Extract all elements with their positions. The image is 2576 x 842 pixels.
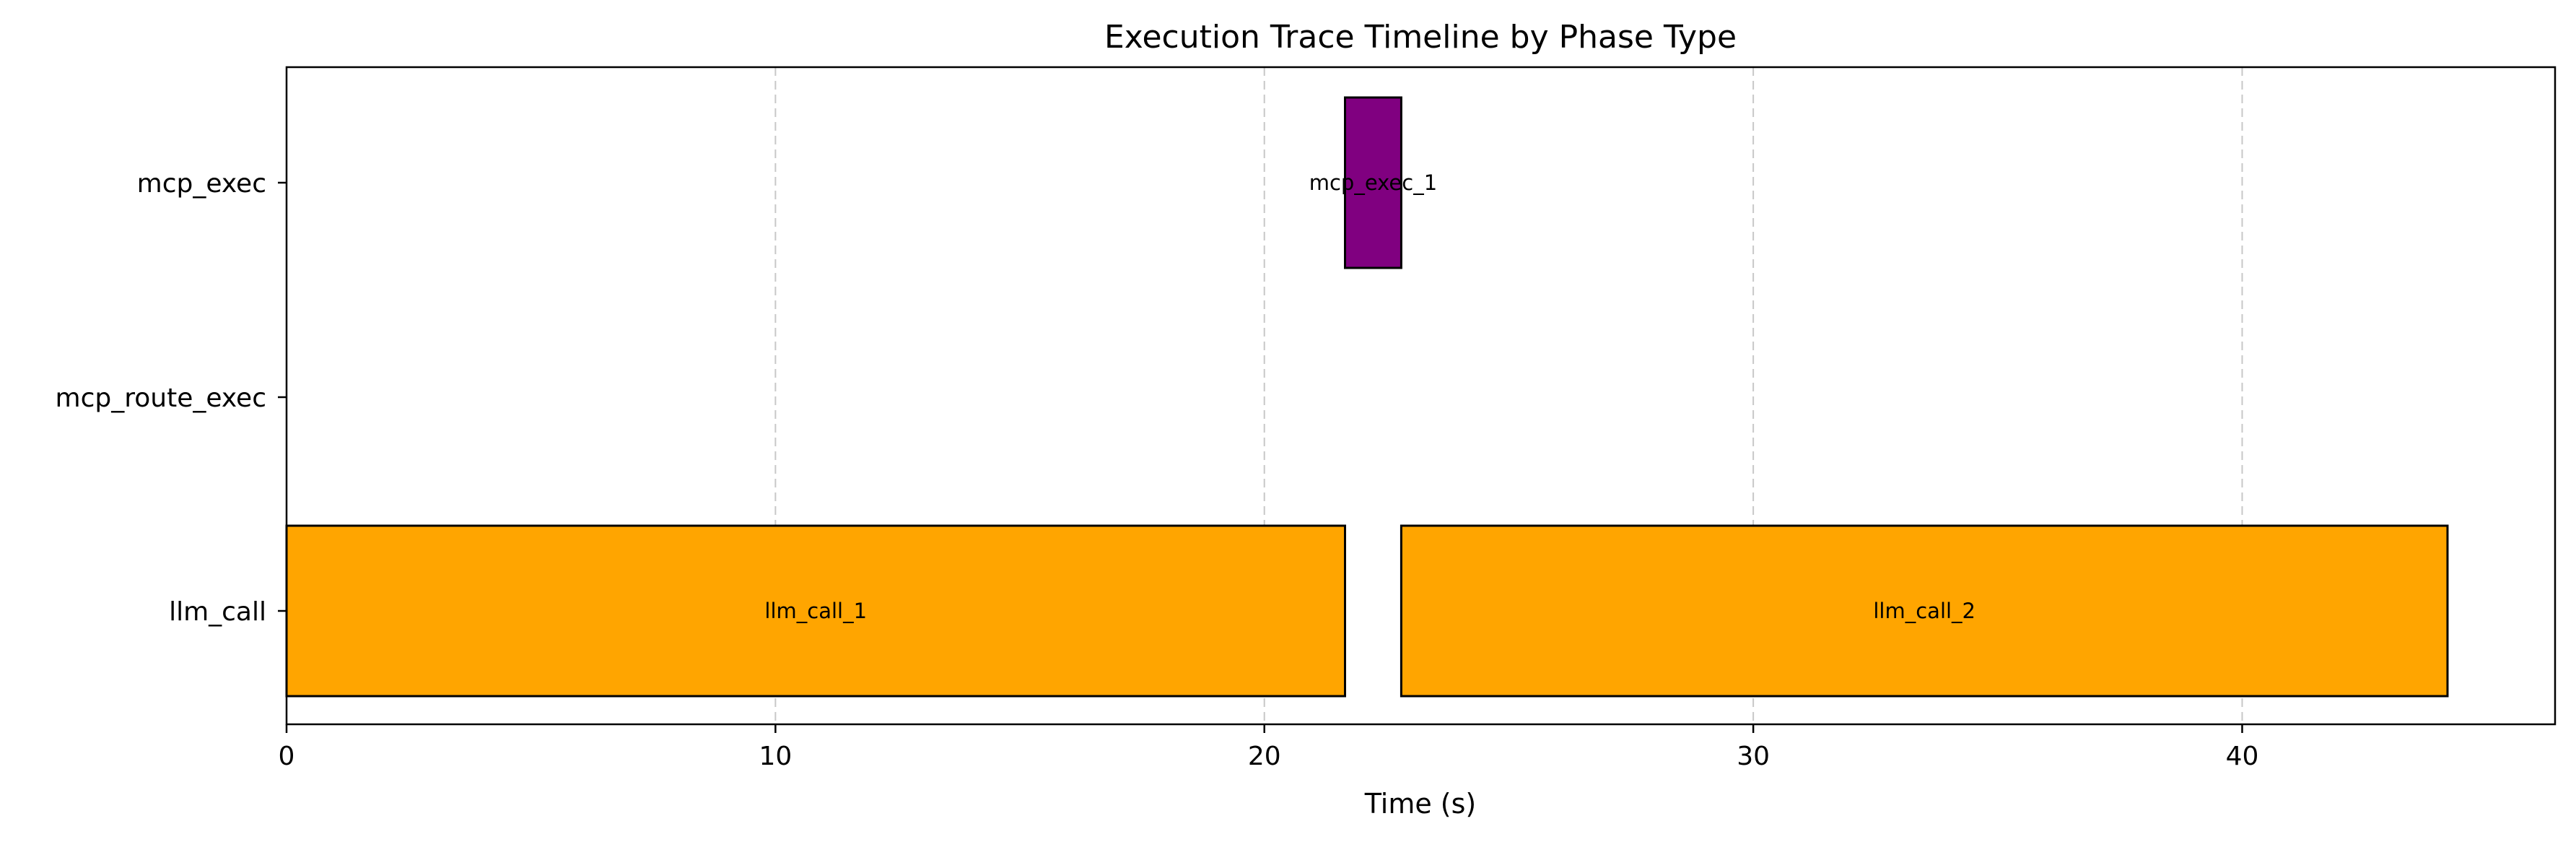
bars: [285, 96, 2449, 698]
bar-llm-call-2: [1400, 524, 2449, 698]
y-tick-label-mcp-route-exec: mcp_route_exec: [56, 383, 266, 413]
bar-llm-call-1: [285, 524, 1347, 698]
x-tick-label: 40: [2226, 742, 2259, 771]
bar-label-llm-call-1: llm_call_1: [764, 599, 867, 623]
bar-label-llm-call-2: llm_call_2: [1873, 599, 1975, 623]
chart-title: Execution Trace Timeline by Phase Type: [1104, 19, 1737, 56]
y-tick-label-mcp-exec: mcp_exec: [137, 169, 266, 199]
x-tick-label: 30: [1737, 742, 1770, 771]
x-axis-ticks: 0 10 20 30 40: [279, 724, 2259, 771]
x-tick-label: 20: [1248, 742, 1281, 771]
bar-mcp-exec-1: [1344, 96, 1402, 269]
bar-labels: llm_call_1 llm_call_2 mcp_exec_1: [764, 170, 1975, 623]
x-axis-label: Time (s): [1364, 788, 1477, 820]
x-tick-label: 0: [279, 742, 295, 771]
x-tick-label: 10: [759, 742, 792, 771]
bar-label-mcp-exec-1: mcp_exec_1: [1309, 170, 1437, 195]
y-axis-ticks: mcp_exec mcp_route_exec llm_call: [56, 169, 287, 627]
plot-frame: [285, 66, 2557, 726]
y-tick-label-llm-call: llm_call: [169, 597, 266, 627]
